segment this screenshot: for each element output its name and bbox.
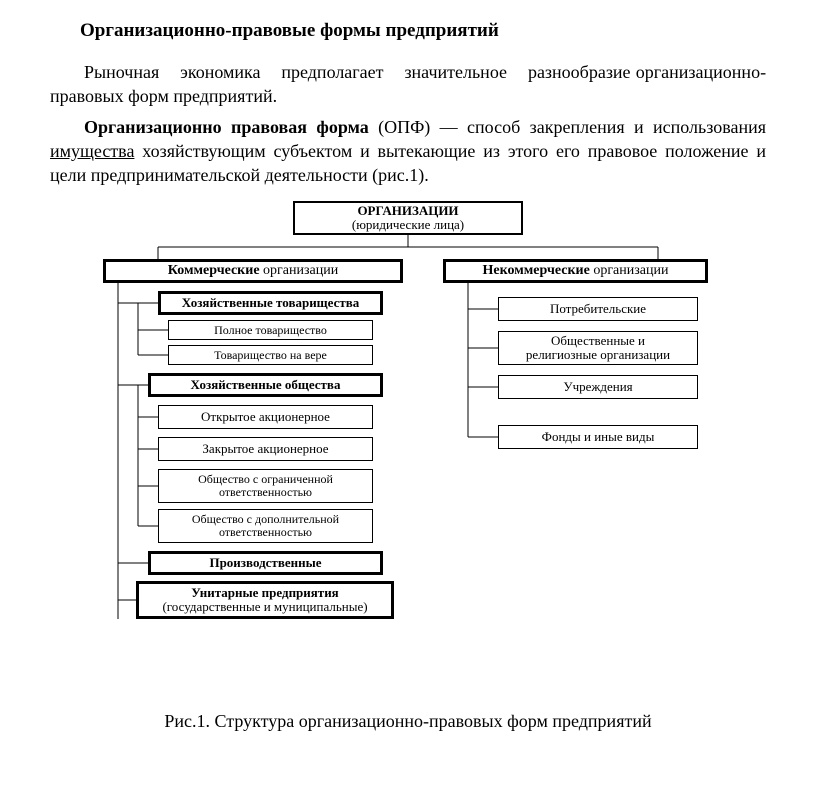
paragraph-2: Организационно правовая форма (ОПФ) — сп… bbox=[50, 115, 766, 188]
node-ho4: Общество с дополнительнойответственность… bbox=[158, 509, 373, 543]
t: Организационно правовая форма bbox=[84, 117, 369, 137]
t: Рыночная bbox=[84, 62, 159, 82]
node-nc4: Фонды и иные виды bbox=[498, 425, 698, 449]
node-ht: Хозяйственные товарищества bbox=[158, 291, 383, 315]
node-noncomm: Некоммерческие организации bbox=[443, 259, 708, 283]
node-prod: Производственные bbox=[148, 551, 383, 575]
page-title: Организационно-правовые формы предприяти… bbox=[80, 20, 766, 42]
node-unit: Унитарные предприятия(государственные и … bbox=[136, 581, 394, 619]
node-ht1: Полное товарищество bbox=[168, 320, 373, 340]
node-ho: Хозяйственные общества bbox=[148, 373, 383, 397]
paragraph-1: Рыночная экономика предполагает значител… bbox=[50, 60, 766, 109]
t: предполагает bbox=[281, 62, 383, 82]
node-ho3: Общество с ограниченнойответственностью bbox=[158, 469, 373, 503]
node-nc1: Потребительские bbox=[498, 297, 698, 321]
node-root: ОРГАНИЗАЦИИ(юридические лица) bbox=[293, 201, 523, 235]
t: разнообразие bbox=[528, 62, 631, 82]
t: экономика bbox=[180, 62, 260, 82]
node-ht2: Товарищество на вере bbox=[168, 345, 373, 365]
node-ho1: Открытое акционерное bbox=[158, 405, 373, 429]
org-structure-diagram: ОРГАНИЗАЦИИ(юридические лица) Коммерчески… bbox=[98, 201, 718, 701]
t: хозяйствующим субъектом и вытекающие из … bbox=[50, 141, 766, 185]
t: имущества bbox=[50, 141, 134, 161]
figure-caption: Рис.1. Структура организационно-правовых… bbox=[50, 711, 766, 732]
node-ho2: Закрытое акционерное bbox=[158, 437, 373, 461]
node-comm: Коммерческие организации bbox=[103, 259, 403, 283]
t: значительное bbox=[404, 62, 507, 82]
t: (ОПФ) — способ закрепления и использован… bbox=[369, 117, 766, 137]
node-nc3: Учреждения bbox=[498, 375, 698, 399]
node-nc2: Общественные ирелигиозные организации bbox=[498, 331, 698, 365]
